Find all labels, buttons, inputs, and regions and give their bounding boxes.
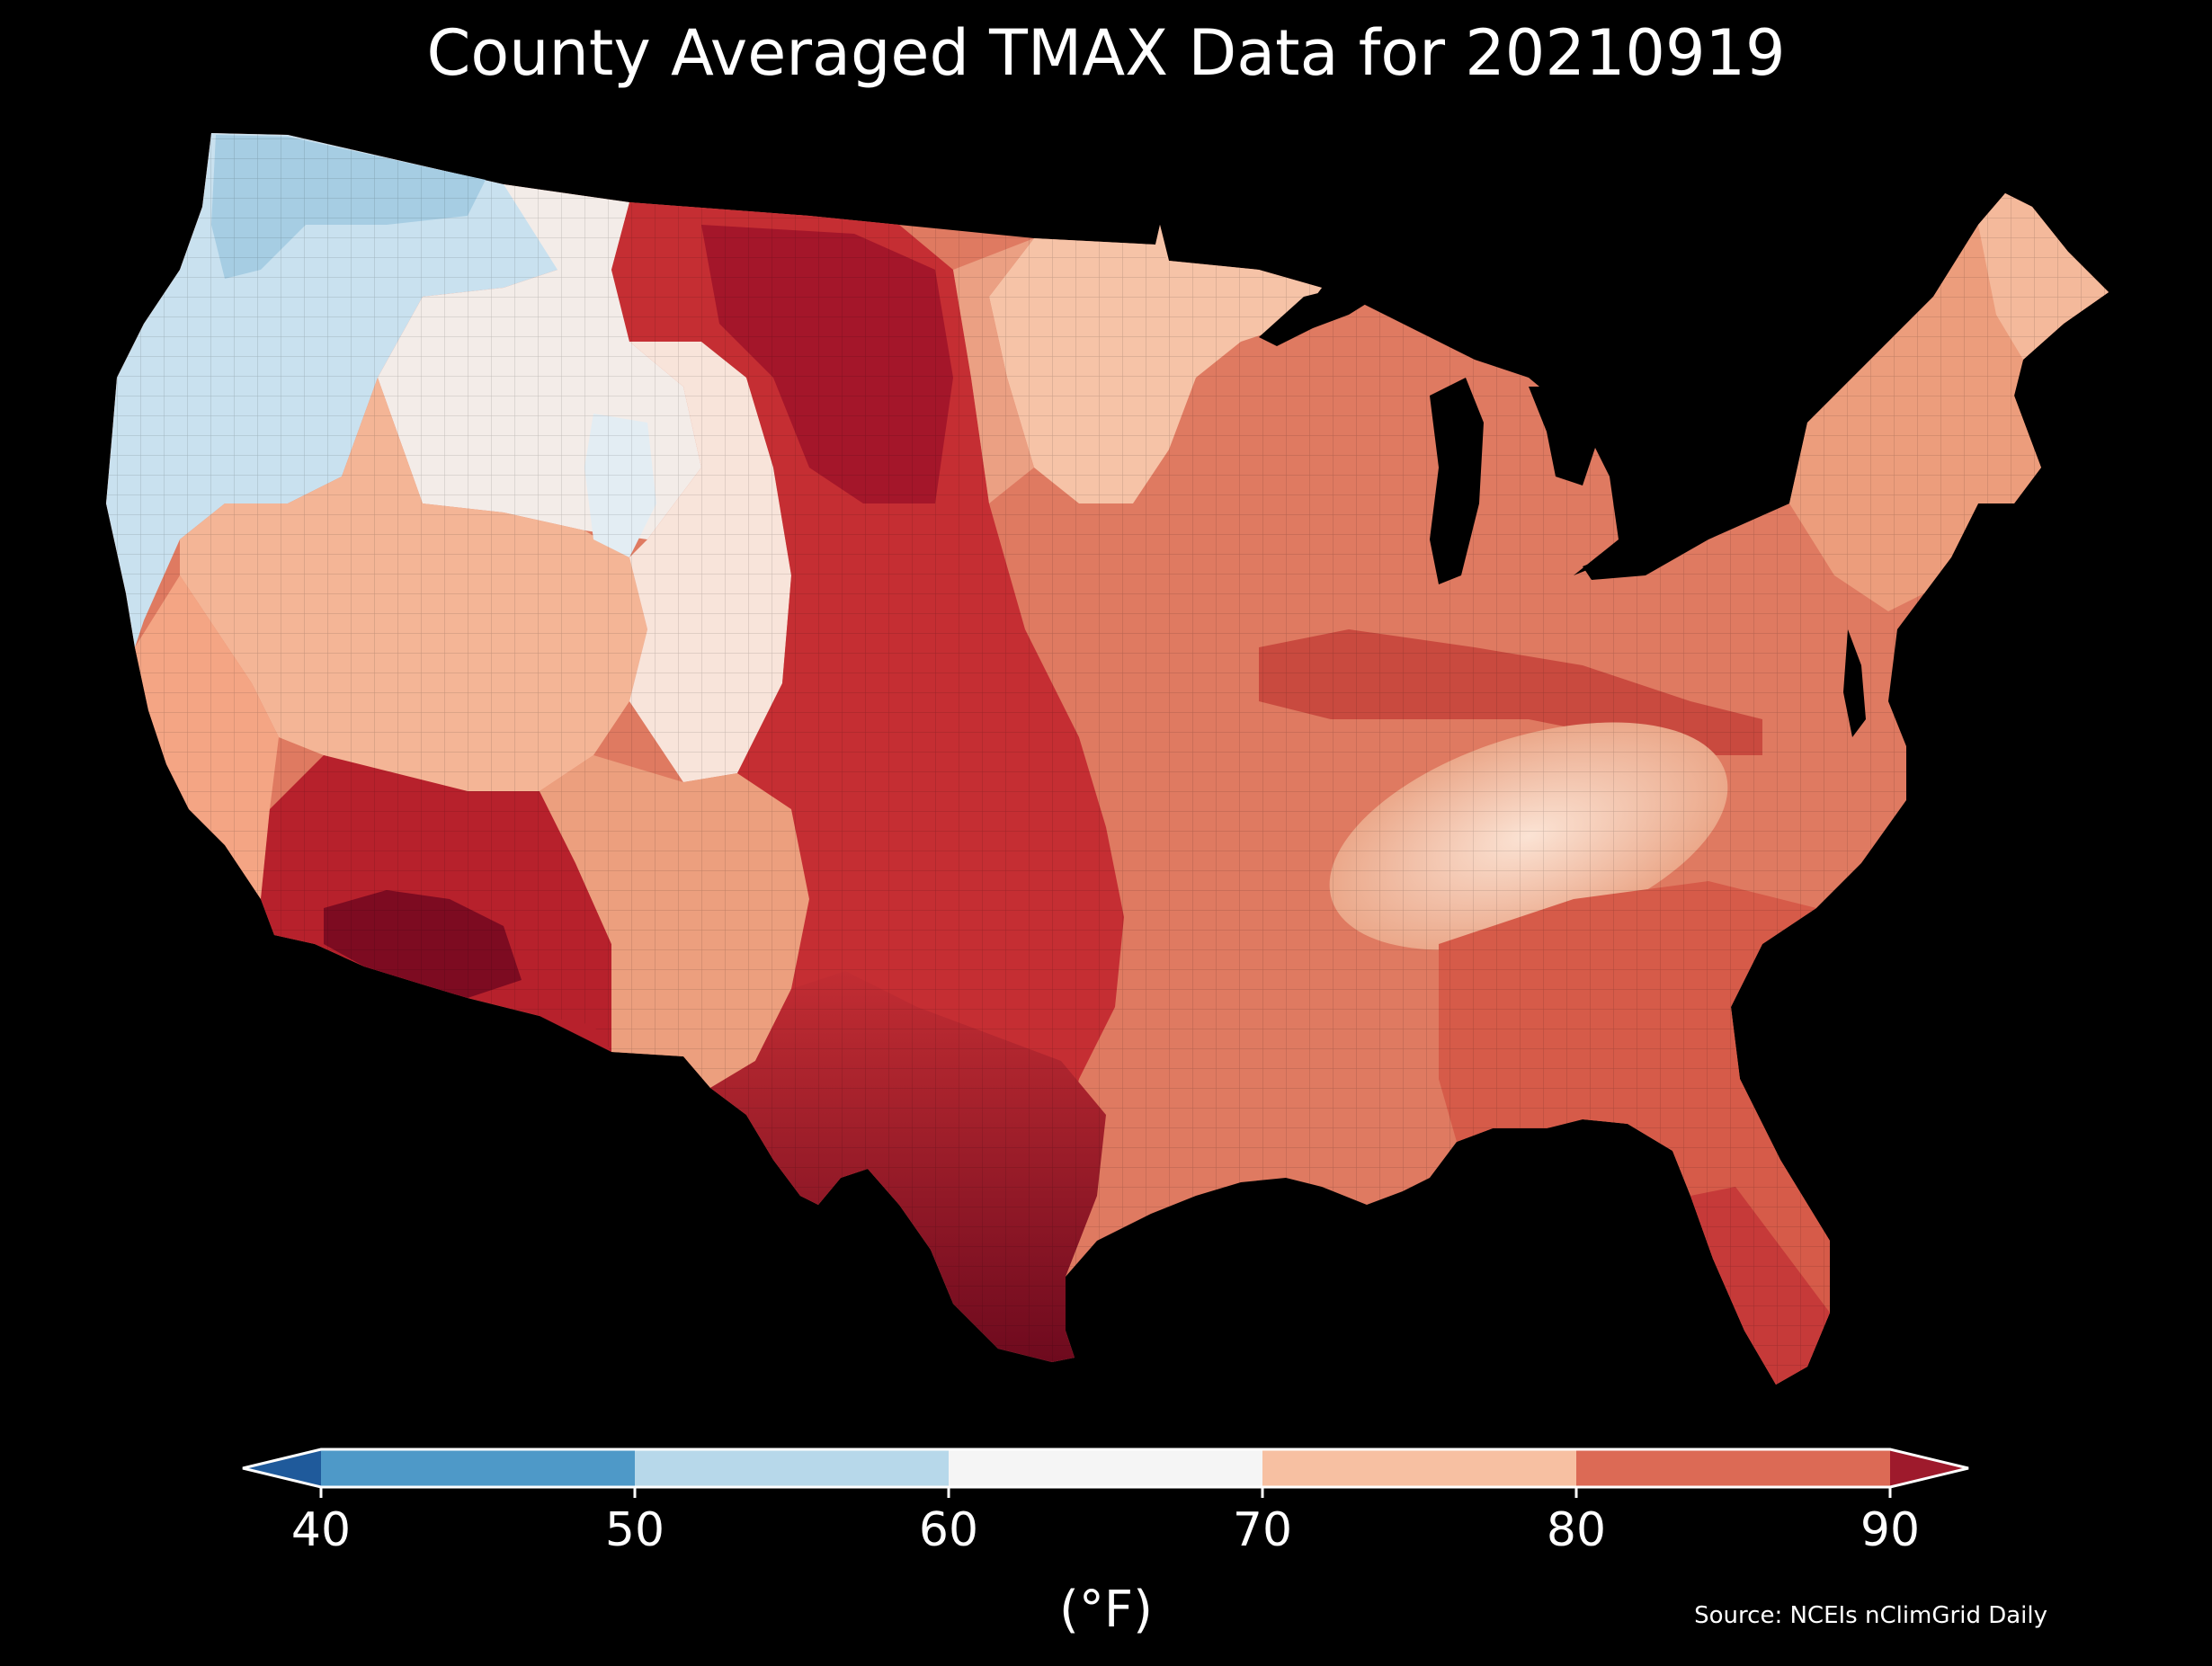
colorbar-bin <box>949 1449 1262 1487</box>
colorbar-tick-label: 40 <box>290 1503 352 1557</box>
colorbar-bin <box>1262 1449 1576 1487</box>
chart-title: County Averaged TMAX Data for 20210919 <box>426 16 1786 90</box>
colorbar-tick-label: 80 <box>1546 1503 1607 1557</box>
colorbar-bin <box>1576 1449 1890 1487</box>
colorbar-tick-label: 60 <box>918 1503 979 1557</box>
colorbar-bin <box>635 1449 949 1487</box>
colorbar-bin <box>1890 1449 1968 1487</box>
lake-ontario <box>1708 490 1785 517</box>
colorbar-tick-label: 50 <box>604 1503 665 1557</box>
colorbar-tick-label: 70 <box>1232 1503 1293 1557</box>
colorbar-bin <box>321 1449 635 1487</box>
colorbar-bin <box>243 1449 321 1487</box>
colorbar-tick-label: 90 <box>1860 1503 1921 1557</box>
source-credit: Source: NCEIs nClimGrid Daily <box>1694 1602 2047 1629</box>
county-boundaries <box>106 133 2109 1385</box>
colorbar-unit-label: (°F) <box>1059 1581 1153 1639</box>
